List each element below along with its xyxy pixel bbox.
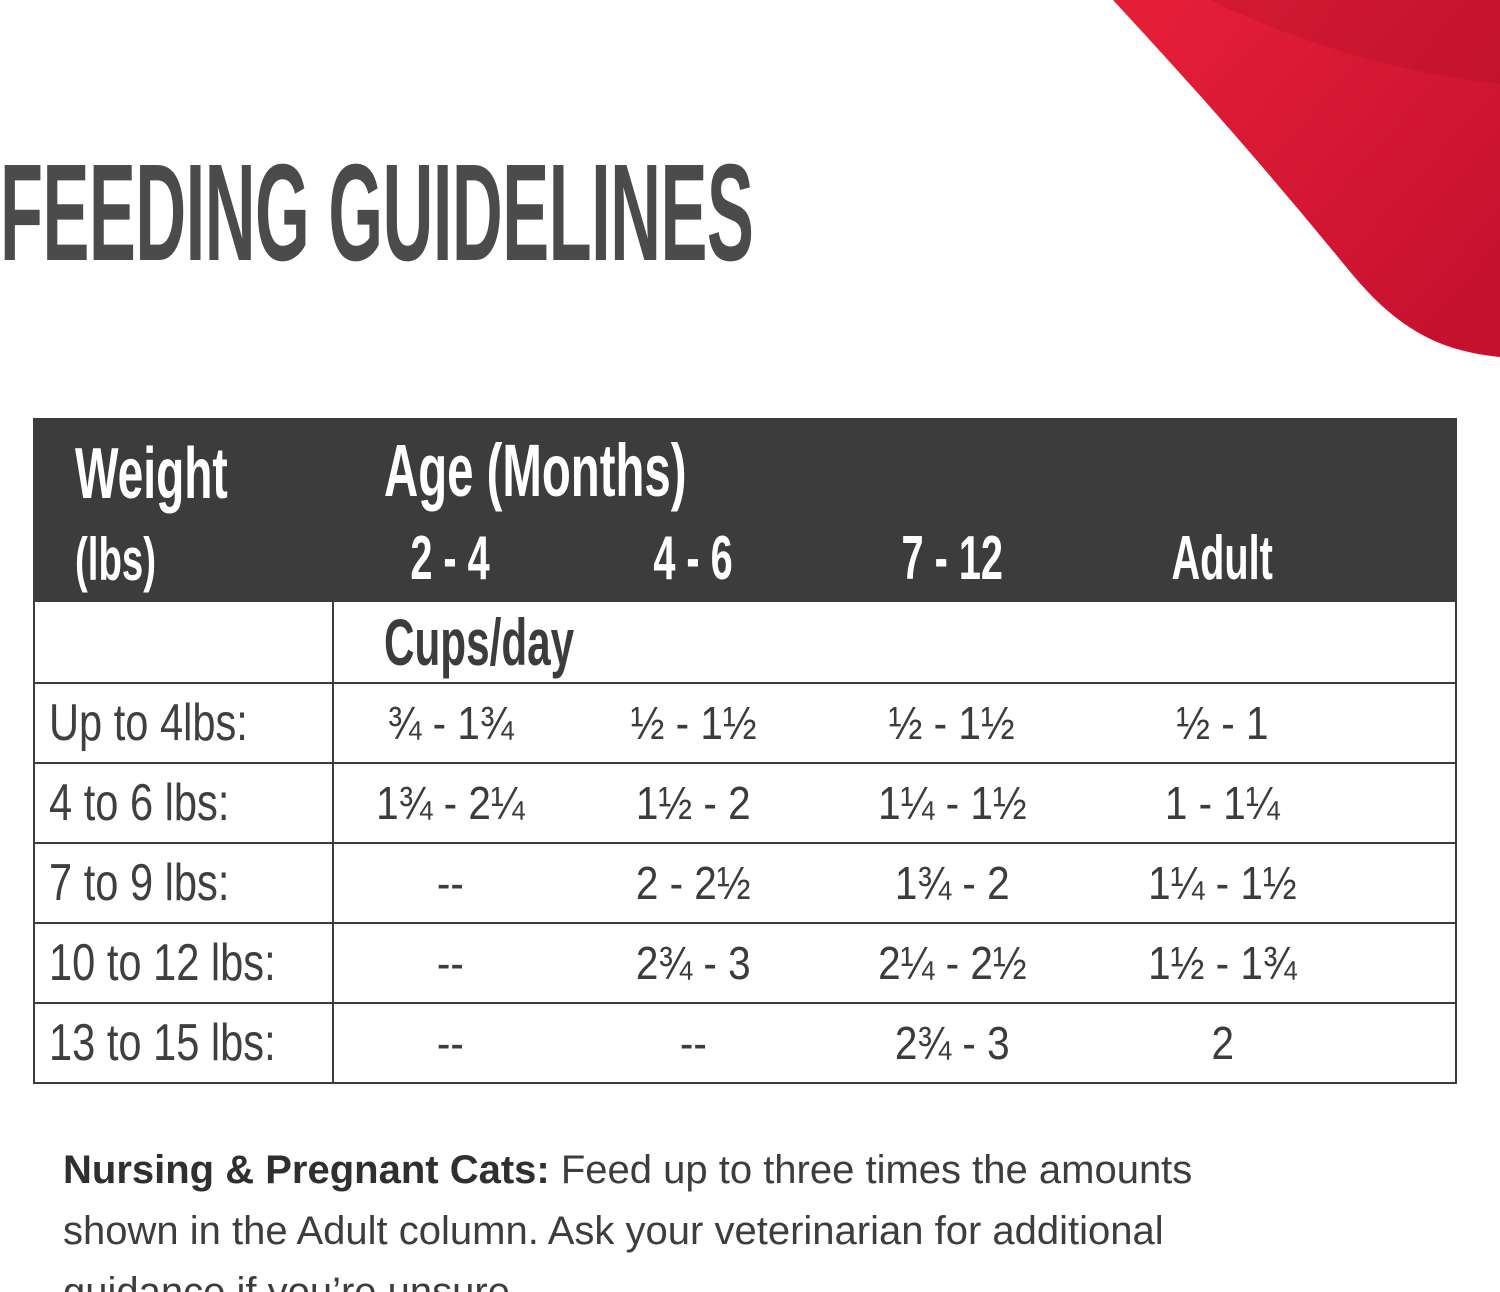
table-row: 7 to 9 lbs: -- 2 - 2½ 1¾ - 2 1¼ - 1½ [35, 842, 1455, 922]
weight-unit-label: (lbs) [75, 526, 157, 593]
footnote-line: shown in the Adult column. Ask your vete… [63, 1209, 1164, 1253]
header-age-cell: Age (Months) 2 - 4 4 - 6 7 - 12 Adult [334, 420, 1455, 602]
weight-label: Weight [75, 434, 228, 514]
table-row: 10 to 12 lbs: -- 2¾ - 3 2¼ - 2½ 1½ - 1¾ [35, 922, 1455, 1002]
table-header: Weight (lbs) Age (Months) 2 - 4 4 - 6 7 … [35, 420, 1455, 602]
row-value: 1¼ - 1½ [1148, 857, 1297, 909]
table-body: Cups/day Up to 4lbs: ¾ - 1¾ ½ - 1½ ½ - 1… [35, 602, 1455, 1082]
row-value: 2¾ - 3 [894, 1017, 1010, 1069]
row-value: 2 [1211, 1017, 1234, 1069]
units-row-weight-cell [35, 602, 334, 682]
age-months-label: Age (Months) [384, 429, 687, 512]
row-weight-label: 4 to 6 lbs: [35, 764, 334, 842]
row-value: ½ - 1 [1176, 697, 1269, 749]
row-weight-label: 7 to 9 lbs: [35, 844, 334, 922]
col-header-adult: Adult [1171, 524, 1274, 593]
row-weight-label: Up to 4lbs: [35, 684, 334, 762]
table-row: 4 to 6 lbs: 1¾ - 2¼ 1½ - 2 1¼ - 1½ 1 - 1… [35, 762, 1455, 842]
row-value: 1¾ - 2 [894, 857, 1010, 909]
row-value: 2 - 2½ [636, 857, 751, 909]
footnote-line: Nursing & Pregnant Cats: Feed up to thre… [63, 1148, 1193, 1192]
row-value: ¾ - 1¾ [387, 697, 514, 749]
col-header-7-12: 7 - 12 [901, 524, 1003, 593]
page-title-text: FEEDING GUIDELINES [0, 136, 754, 290]
row-value: 1½ - 2 [636, 777, 751, 829]
red-corner-swoosh [1113, 0, 1500, 357]
col-header-2-4: 2 - 4 [410, 524, 491, 593]
row-value: ½ - 1½ [888, 697, 1016, 749]
footnote: Nursing & Pregnant Cats: Feed up to thre… [63, 1140, 1403, 1292]
row-value: -- [437, 857, 464, 909]
feeding-table: Weight (lbs) Age (Months) 2 - 4 4 - 6 7 … [33, 418, 1457, 1084]
row-value: ½ - 1½ [630, 697, 757, 749]
row-value: -- [437, 937, 464, 989]
cups-per-day-label: Cups/day [384, 605, 575, 679]
row-value: 1¼ - 1½ [877, 777, 1027, 829]
age-column-headers: 2 - 4 4 - 6 7 - 12 Adult [334, 528, 1455, 590]
row-value: 2¾ - 3 [636, 937, 751, 989]
table-row: 13 to 15 lbs: -- -- 2¾ - 3 2 [35, 1002, 1455, 1082]
row-value: 2¼ - 2½ [877, 937, 1027, 989]
row-value: -- [680, 1017, 707, 1069]
row-weight-label: 10 to 12 lbs: [35, 924, 334, 1002]
header-weight-cell: Weight (lbs) [35, 420, 334, 602]
row-value: 1¾ - 2¼ [376, 777, 525, 829]
row-value: 1½ - 1¾ [1148, 937, 1297, 989]
units-row: Cups/day [35, 602, 1455, 682]
col-header-4-6: 4 - 6 [653, 524, 734, 593]
footnote-line: guidance if you’re unsure. [63, 1270, 522, 1292]
row-weight-label: 13 to 15 lbs: [35, 1004, 334, 1082]
footnote-bold-label: Nursing & Pregnant Cats: [63, 1148, 550, 1192]
row-value: -- [437, 1017, 464, 1069]
row-value: 1 - 1¼ [1165, 777, 1280, 829]
page-title: FEEDING GUIDELINES [0, 144, 1477, 282]
table-row: Up to 4lbs: ¾ - 1¾ ½ - 1½ ½ - 1½ ½ - 1 [35, 682, 1455, 762]
